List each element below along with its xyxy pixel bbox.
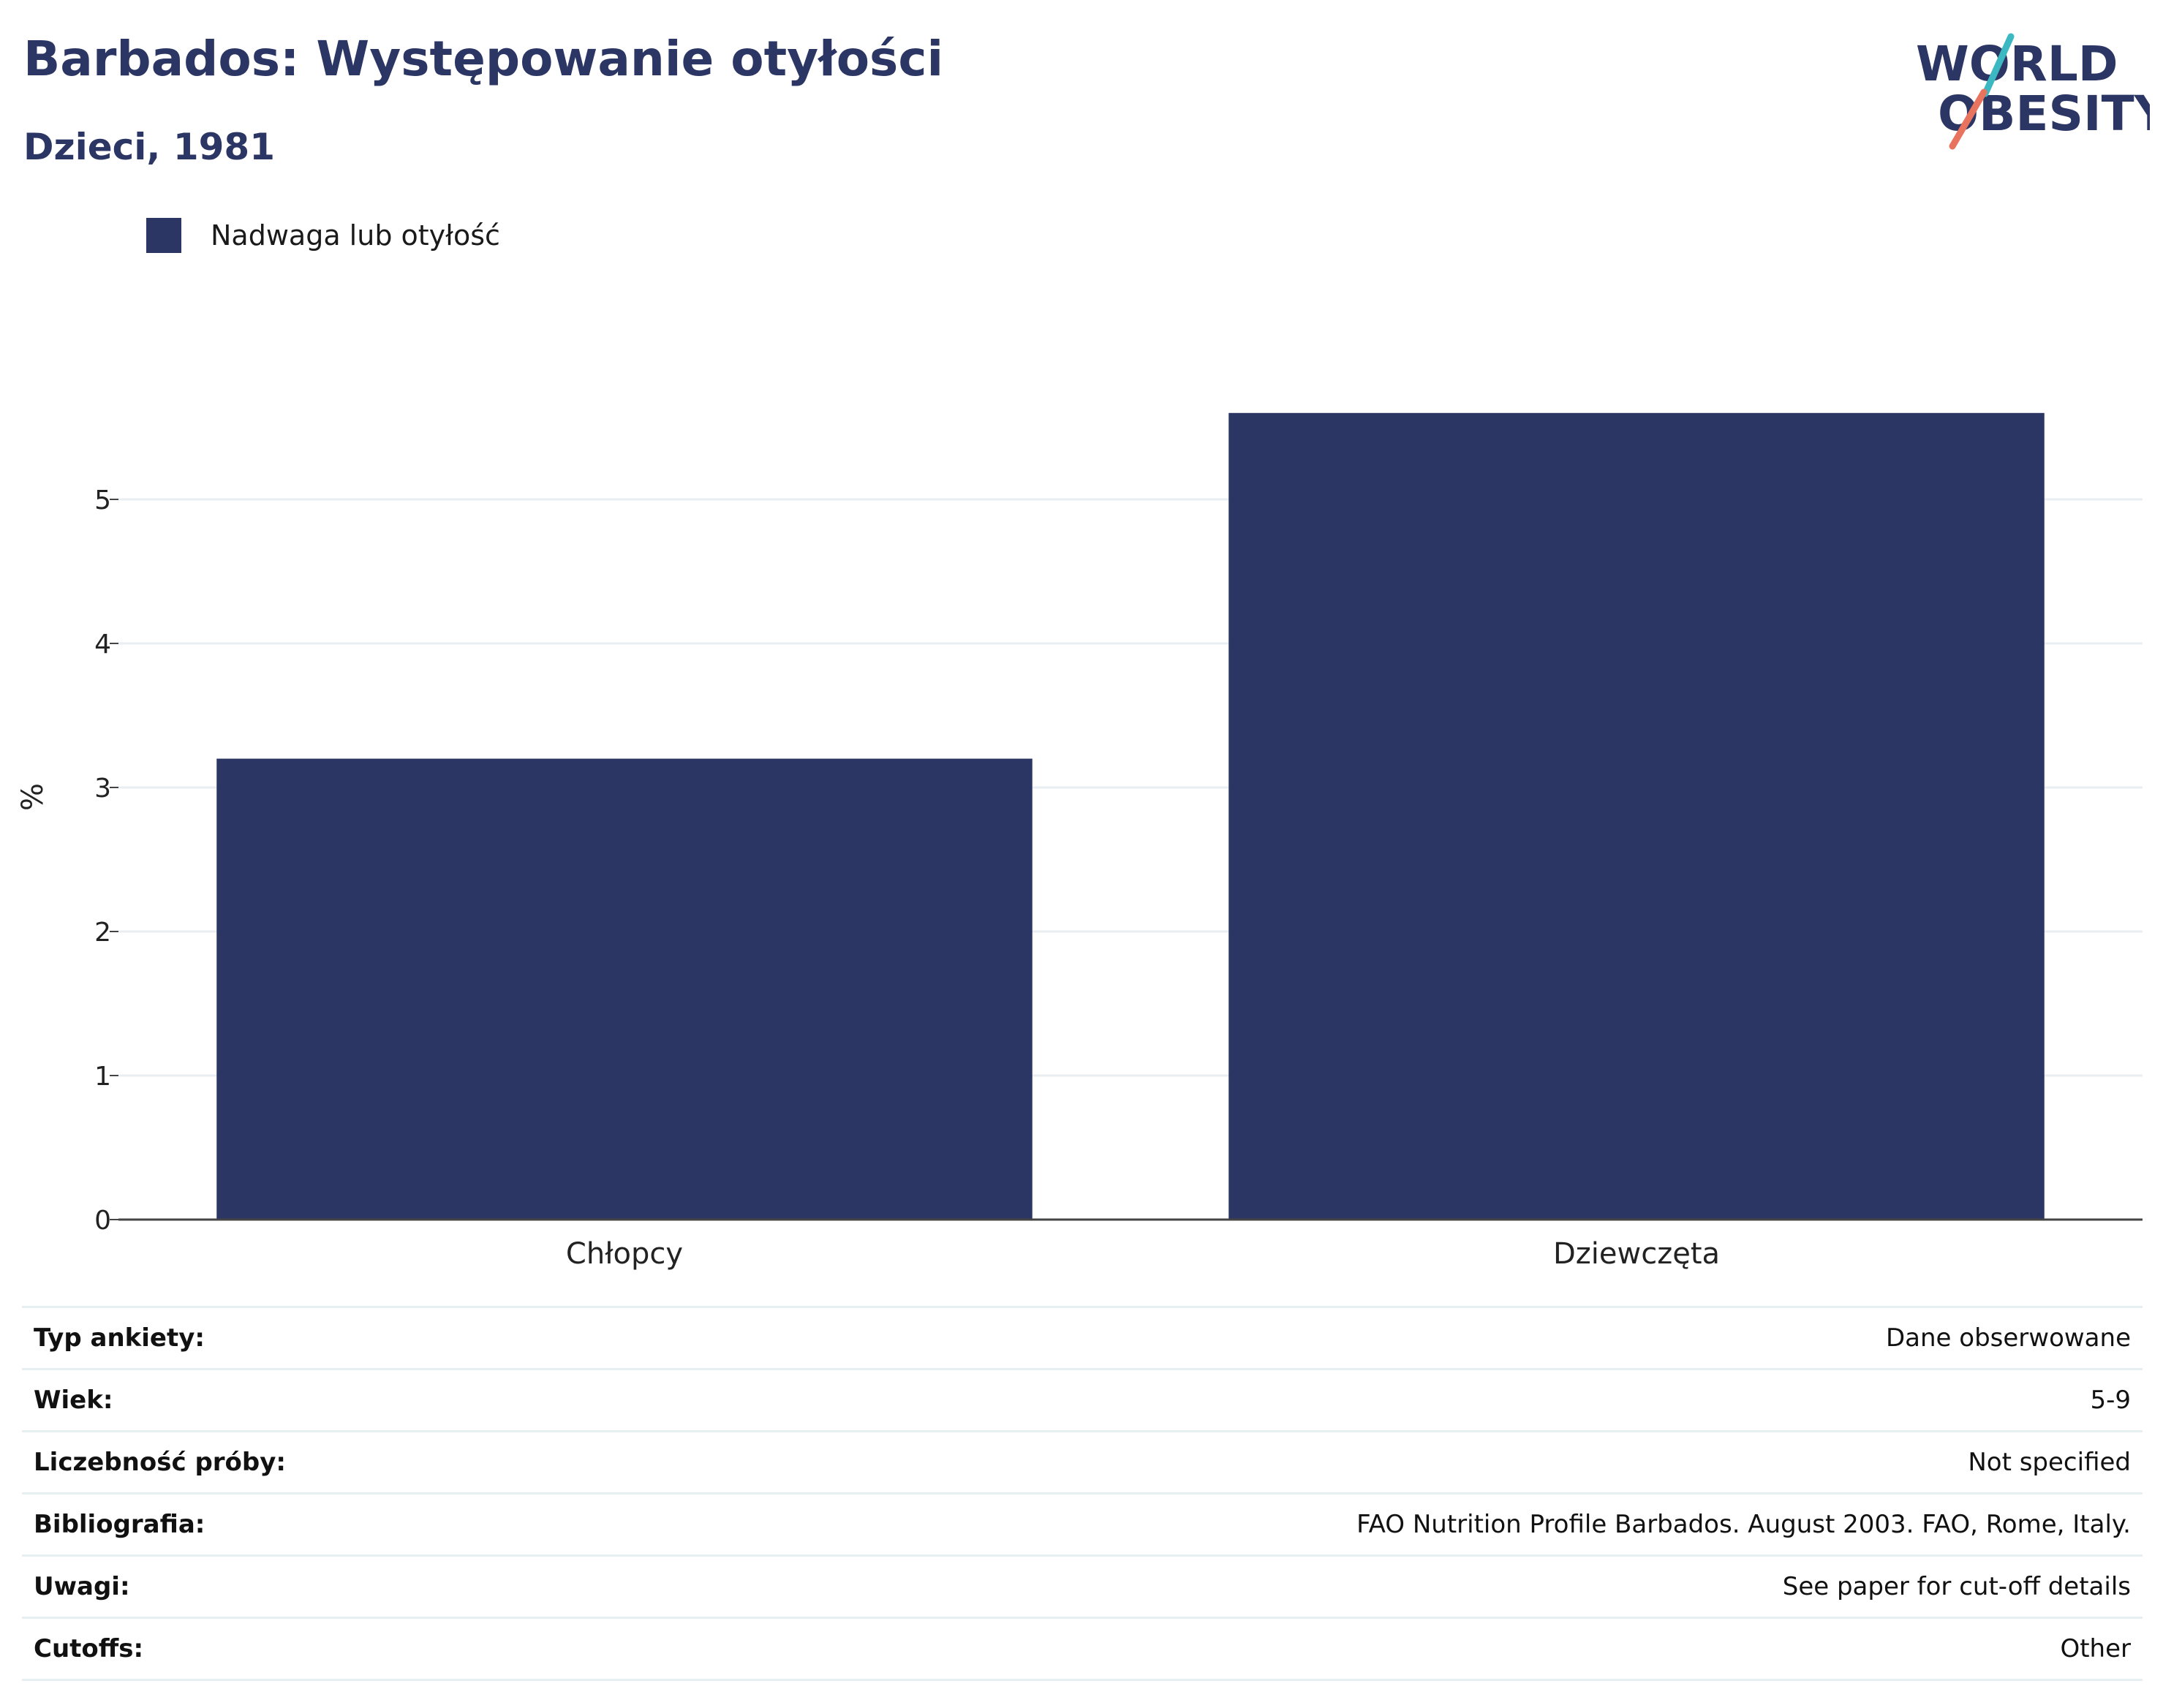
x-tick-label: Chłopcy — [566, 1237, 683, 1271]
y-tick-label: 3 — [94, 774, 111, 804]
legend-label: Nadwaga lub otyłość — [211, 219, 500, 252]
logo-line-1: WORLD — [1916, 36, 2118, 92]
bar — [1228, 412, 2045, 1220]
legend-swatch — [146, 218, 181, 253]
chart-subtitle: Dzieci, 1981 — [23, 126, 275, 168]
meta-key: Typ ankiety: — [34, 1323, 205, 1353]
meta-value: Other — [2060, 1634, 2131, 1663]
bar — [216, 758, 1033, 1220]
y-tick-label: 4 — [94, 630, 111, 660]
meta-value: See paper for cut-off details — [1782, 1572, 2131, 1601]
meta-row: Cutoffs: Other — [22, 1617, 2143, 1681]
y-tick-label: 1 — [94, 1062, 111, 1092]
meta-row: Liczebność próby: Not specified — [22, 1430, 2143, 1492]
world-obesity-logo: WORLD OBESITY — [1916, 33, 2150, 150]
y-axis-label: % — [16, 783, 50, 811]
meta-value: FAO Nutrition Profile Barbados. August 2… — [1356, 1510, 2131, 1539]
y-tick-label: 5 — [94, 485, 111, 515]
meta-row: Typ ankiety: Dane obserwowane — [22, 1306, 2143, 1368]
legend[interactable]: Nadwaga lub otyłość — [146, 218, 500, 253]
meta-row: Wiek: 5-9 — [22, 1368, 2143, 1430]
y-tick-label: 0 — [94, 1206, 111, 1236]
y-tick-label: 2 — [94, 918, 111, 948]
meta-value: Not specified — [1968, 1448, 2131, 1477]
meta-row: Uwagi: See paper for cut-off details — [22, 1554, 2143, 1617]
meta-key: Cutoffs: — [34, 1634, 144, 1663]
meta-key: Bibliografia: — [34, 1510, 205, 1539]
chart-title: Barbados: Występowanie otyłości — [23, 31, 944, 87]
meta-value: 5-9 — [2090, 1386, 2131, 1415]
metadata-table: Typ ankiety: Dane obserwowane Wiek: 5-9 Licz… — [22, 1306, 2143, 1681]
bar-chart: 0 1 2 3 4 5 Chłopcy Dziewczęta% — [16, 412, 2143, 1271]
logo-slash-teal — [1982, 33, 2015, 97]
meta-key: Liczebność próby: — [34, 1448, 287, 1477]
meta-key: Uwagi: — [34, 1572, 130, 1601]
meta-value: Dane obserwowane — [1885, 1323, 2131, 1353]
meta-key: Wiek: — [34, 1386, 113, 1415]
x-tick-label: Dziewczęta — [1553, 1237, 1720, 1271]
meta-row: Bibliografia: FAO Nutrition Profile Barba… — [22, 1492, 2143, 1554]
logo-slash-coral — [1949, 88, 1988, 150]
